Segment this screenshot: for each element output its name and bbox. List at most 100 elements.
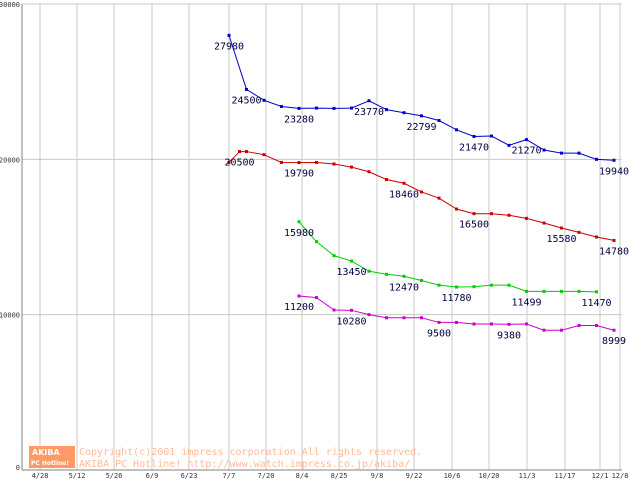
data-label: 15580: [546, 234, 576, 245]
series-line: [298, 221, 597, 293]
data-label: 10280: [336, 316, 366, 327]
data-point: [332, 106, 336, 110]
data-point: [542, 148, 546, 152]
data-point: [245, 150, 248, 154]
data-point: [525, 216, 528, 220]
series-group: [227, 33, 616, 332]
grid: [22, 3, 622, 471]
data-labels: 27980 24500 23280 23770 22799 21470 21270 19940…: [214, 41, 629, 347]
data-point: [385, 178, 388, 182]
data-point: [595, 235, 598, 239]
data-label: 23770: [354, 107, 384, 118]
data-point: [367, 99, 371, 103]
data-label: 9500: [427, 328, 451, 339]
data-point: [238, 150, 241, 154]
data-point: [612, 328, 616, 332]
x-tick-label: 11/3: [519, 472, 536, 480]
data-point: [577, 230, 581, 234]
data-point: [420, 190, 423, 194]
data-point: [385, 108, 388, 112]
data-point: [262, 153, 266, 157]
data-point: [612, 158, 616, 162]
data-point: [560, 328, 563, 332]
data-point: [525, 322, 528, 326]
data-point: [595, 290, 598, 294]
watermark: AKIBA PC Hotline! Copyright(c)2001 impre…: [29, 446, 422, 470]
data-point: [227, 160, 231, 164]
x-tick-label: 10/20: [478, 472, 499, 480]
data-point: [315, 106, 318, 110]
data-point: [560, 226, 563, 230]
data-point: [315, 160, 318, 164]
data-label: 24500: [231, 95, 261, 106]
y-tick-label: 0: [16, 464, 20, 472]
data-point: [542, 289, 546, 293]
axes: 0 10000 20000 30000 4/28 5/12 5/26 6/9 6/23 7/7 7/…: [0, 1, 628, 480]
data-point: [350, 165, 353, 169]
y-tick-label: 20000: [0, 156, 20, 164]
data-point: [297, 294, 301, 298]
data-point: [507, 322, 511, 326]
data-point: [472, 134, 476, 138]
data-point: [595, 157, 598, 161]
x-tick-label: 9/8: [371, 472, 384, 480]
x-tick-label: 11/17: [554, 472, 575, 480]
copyright-line: Copyright(c)2001 impress corporation All…: [79, 447, 422, 458]
data-label: 11200: [284, 302, 314, 313]
data-point: [402, 316, 406, 320]
x-tick-label: 6/23: [181, 472, 198, 480]
data-label: 18460: [389, 189, 419, 200]
x-tick-label: 8/25: [331, 472, 348, 480]
data-label: 12470: [389, 282, 419, 293]
data-point: [297, 106, 301, 110]
data-point: [542, 328, 546, 332]
data-point: [315, 240, 318, 244]
data-label: 11470: [581, 298, 611, 309]
data-label: 8999: [602, 336, 626, 347]
x-tick-label: 10/6: [444, 472, 461, 480]
data-point: [385, 272, 388, 276]
data-point: [332, 308, 336, 312]
data-point: [542, 221, 546, 225]
data-label: 16500: [459, 220, 489, 231]
series-line: [228, 35, 615, 161]
data-point: [297, 161, 301, 165]
data-point: [437, 119, 441, 122]
data-point: [420, 316, 423, 320]
logo-bottom-text: PC Hotline!: [31, 460, 69, 467]
data-point: [350, 106, 353, 110]
data-point: [472, 285, 476, 289]
data-point: [245, 87, 248, 91]
data-point: [490, 322, 493, 326]
x-tick-label: 9/22: [406, 472, 423, 480]
data-point: [595, 324, 598, 328]
data-point: [472, 322, 476, 326]
x-tick-label: 7/20: [258, 472, 275, 480]
akiba-logo: [29, 446, 75, 468]
data-point: [402, 111, 406, 115]
x-tick-label: 12/8: [612, 472, 629, 480]
data-point: [297, 220, 301, 224]
data-point: [227, 33, 231, 37]
hotline-url-line: AKIBA PC Hotline! http://www.watch.impre…: [79, 459, 410, 470]
data-point: [577, 151, 581, 155]
data-label: 15980: [284, 228, 314, 239]
data-label: 23280: [284, 114, 314, 125]
data-point: [612, 238, 616, 242]
data-point: [350, 259, 353, 263]
data-label: 11780: [441, 293, 471, 304]
data-point: [472, 212, 476, 216]
x-tick-label: 4/28: [32, 472, 49, 480]
data-point: [315, 296, 318, 300]
data-point: [262, 98, 266, 102]
data-point: [402, 181, 406, 185]
data-label: 21270: [511, 146, 541, 157]
data-label: 19940: [599, 166, 629, 177]
data-point: [420, 278, 423, 282]
x-tick-label: 7/7: [223, 472, 236, 480]
data-point: [402, 274, 406, 278]
data-point: [560, 289, 563, 293]
x-tick-label: 12/1: [592, 472, 609, 480]
data-point: [560, 151, 563, 155]
